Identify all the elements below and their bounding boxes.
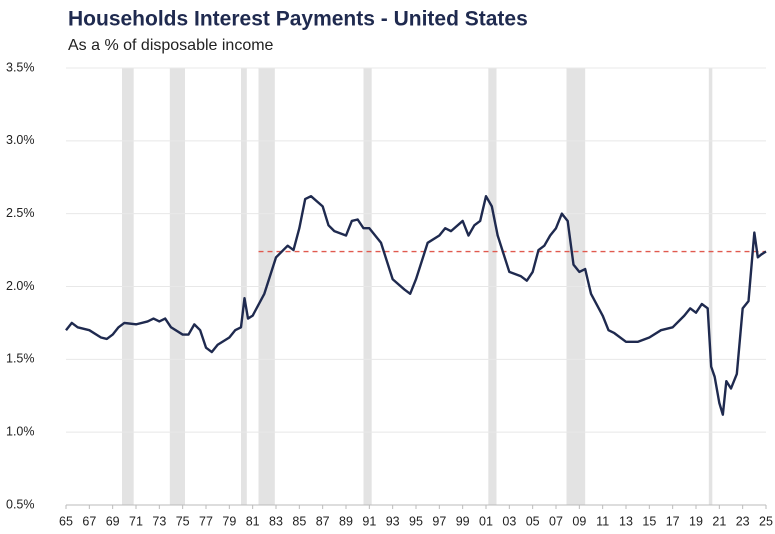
x-tick-label: 85 — [292, 514, 306, 528]
y-tick-label: 3.0% — [6, 133, 35, 147]
x-tick-label: 91 — [362, 514, 376, 528]
x-tick-label: 11 — [596, 514, 609, 528]
x-tick-label: 07 — [549, 514, 563, 528]
x-tick-label: 95 — [409, 514, 423, 528]
x-tick-label: 15 — [642, 514, 656, 528]
x-tick-label: 01 — [479, 514, 493, 528]
x-tick-label: 81 — [246, 514, 260, 528]
y-tick-label: 2.0% — [6, 279, 35, 293]
x-tick-label: 65 — [59, 514, 73, 528]
x-tick-label: 67 — [82, 514, 96, 528]
x-tick-label: 71 — [129, 514, 143, 528]
x-tick-label: 89 — [339, 514, 353, 528]
y-tick-label: 0.5% — [6, 497, 35, 511]
data-line — [65, 194, 767, 416]
chart-subtitle: As a % of disposable income — [68, 37, 274, 54]
x-tick-label: 69 — [106, 514, 120, 528]
x-tick-label: 87 — [316, 514, 330, 528]
x-tick-label: 19 — [689, 514, 703, 528]
x-tick-label: 99 — [456, 514, 470, 528]
x-tick-label: 75 — [176, 514, 190, 528]
x-tick-label: 17 — [666, 514, 680, 528]
y-tick-label: 1.0% — [6, 424, 35, 438]
x-tick-label: 03 — [502, 514, 516, 528]
x-tick-label: 09 — [572, 514, 586, 528]
x-tick-label: 73 — [152, 514, 166, 528]
y-tick-label: 2.5% — [6, 206, 35, 220]
chart-title: Households Interest Payments - United St… — [68, 8, 528, 31]
y-tick-label: 3.5% — [6, 60, 35, 74]
x-tick-label: 25 — [759, 514, 773, 528]
x-tick-label: 21 — [712, 514, 726, 528]
x-tick-label: 83 — [269, 514, 283, 528]
x-tick-label: 23 — [736, 514, 750, 528]
x-tick-label: 13 — [619, 514, 633, 528]
x-tick-label: 93 — [386, 514, 400, 528]
x-tick-label: 05 — [526, 514, 540, 528]
y-tick-label: 1.5% — [6, 352, 35, 366]
x-tick-label: 79 — [222, 514, 236, 528]
x-tick-label: 97 — [432, 514, 446, 528]
x-tick-label: 77 — [199, 514, 213, 528]
